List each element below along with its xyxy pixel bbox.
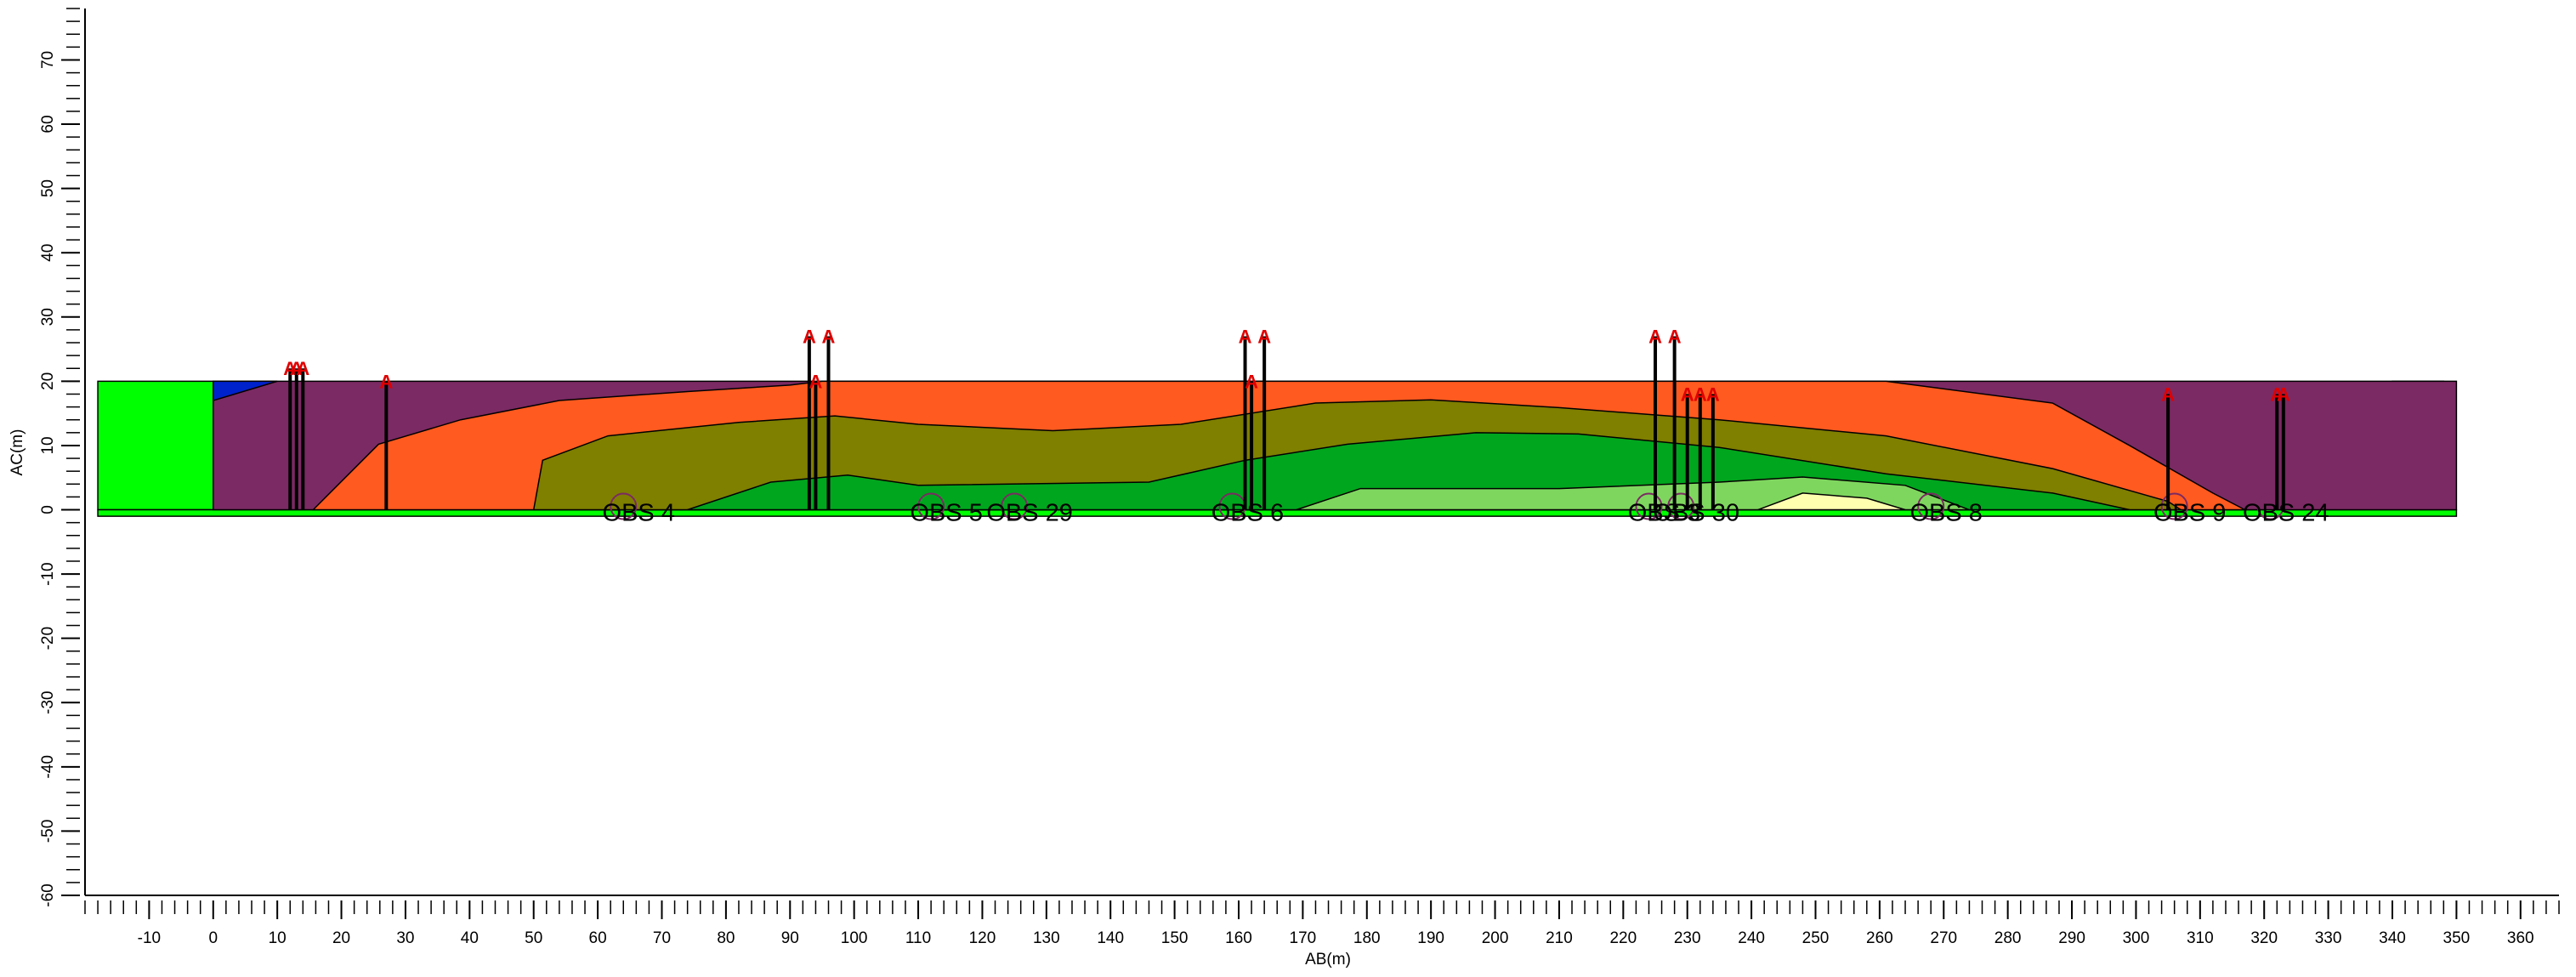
x-tick-label: 270 [1930, 929, 1957, 947]
y-axis-label: AC(m) [9, 429, 26, 476]
x-tick-label: 90 [781, 929, 799, 947]
y-tick-label: 50 [39, 179, 57, 197]
observation-label: OBS 5 [910, 500, 982, 527]
y-tick-label: -40 [39, 755, 57, 778]
x-tick-label: 170 [1290, 929, 1317, 947]
well-label: A [1245, 371, 1258, 392]
x-tick-label: 340 [2379, 929, 2406, 947]
x-tick-label: 120 [969, 929, 996, 947]
well-label: A [1694, 383, 1707, 405]
x-tick-label: 360 [2507, 929, 2534, 947]
x-tick-label: 230 [1674, 929, 1701, 947]
x-tick-label: 200 [1482, 929, 1509, 947]
well-label: A [803, 326, 816, 347]
y-tick-label: 20 [39, 372, 57, 390]
x-tick-label: -10 [138, 929, 161, 947]
y-tick-label: -50 [39, 820, 57, 843]
x-tick-label: 140 [1097, 929, 1124, 947]
x-tick-label: 280 [1994, 929, 2022, 947]
x-tick-label: 50 [525, 929, 542, 947]
x-tick-label: 70 [653, 929, 671, 947]
well-label: A [822, 326, 836, 347]
x-tick-label: 300 [2123, 929, 2150, 947]
x-tick-label: 260 [1866, 929, 1893, 947]
x-tick-label: 310 [2187, 929, 2214, 947]
y-tick-label: 70 [39, 51, 57, 69]
x-tick-label: 210 [1546, 929, 1573, 947]
x-tick-label: 60 [589, 929, 607, 947]
well-label: A [1706, 383, 1720, 405]
well-label: A [2161, 383, 2175, 405]
chart: AB(m) AC(m) -100102030405060708090100110… [0, 0, 2576, 977]
x-tick-label: 10 [269, 929, 287, 947]
layer [98, 381, 213, 509]
x-tick-label: 100 [841, 929, 868, 947]
x-tick-label: 290 [2058, 929, 2085, 947]
x-tick-label: 190 [1417, 929, 1444, 947]
x-tick-label: 130 [1033, 929, 1060, 947]
well-label: A [1648, 326, 1662, 347]
y-tick-label: -20 [39, 627, 57, 650]
well-label: A [2277, 383, 2290, 405]
x-tick-label: 250 [1802, 929, 1830, 947]
y-tick-label: -10 [39, 562, 57, 585]
x-tick-label: 180 [1353, 929, 1381, 947]
well-label: A [1668, 326, 1682, 347]
observation-label: OBS 24 [2243, 500, 2329, 527]
observation-label: OBS 30 [1653, 500, 1739, 527]
well-label: A [1681, 383, 1694, 405]
y-tick-label: -60 [39, 883, 57, 906]
observation-label: OBS 8 [1909, 500, 1982, 527]
x-tick-label: 220 [1609, 929, 1637, 947]
x-tick-label: 30 [396, 929, 414, 947]
x-tick-label: 240 [1738, 929, 1765, 947]
observation-label: OBS 6 [1211, 500, 1284, 527]
y-tick-label: 60 [39, 115, 57, 133]
x-tick-label: 150 [1161, 929, 1189, 947]
x-tick-label: 110 [905, 929, 931, 947]
x-tick-label: 0 [208, 929, 218, 947]
y-tick-label: 30 [39, 308, 57, 326]
observation-label: OBS 29 [986, 500, 1073, 527]
y-tick-label: -30 [39, 691, 57, 714]
x-tick-label: 350 [2443, 929, 2471, 947]
x-tick-label: 40 [461, 929, 479, 947]
x-tick-label: 330 [2315, 929, 2342, 947]
x-tick-label: 20 [332, 929, 350, 947]
x-axis-label: AB(m) [1305, 951, 1351, 968]
x-tick-label: 320 [2250, 929, 2278, 947]
observation-label: OBS 4 [603, 500, 675, 527]
well-label: A [809, 371, 822, 392]
y-tick-label: 10 [39, 436, 57, 454]
well-label: A [1239, 326, 1252, 347]
y-tick-label: 0 [39, 505, 57, 514]
y-tick-label: 40 [39, 244, 57, 262]
well-label: A [1257, 326, 1271, 347]
x-tick-label: 80 [717, 929, 735, 947]
observation-label: OBS 9 [2153, 500, 2226, 527]
well-label: A [379, 371, 393, 392]
x-tick-label: 160 [1225, 929, 1252, 947]
well-label: A [296, 358, 309, 379]
